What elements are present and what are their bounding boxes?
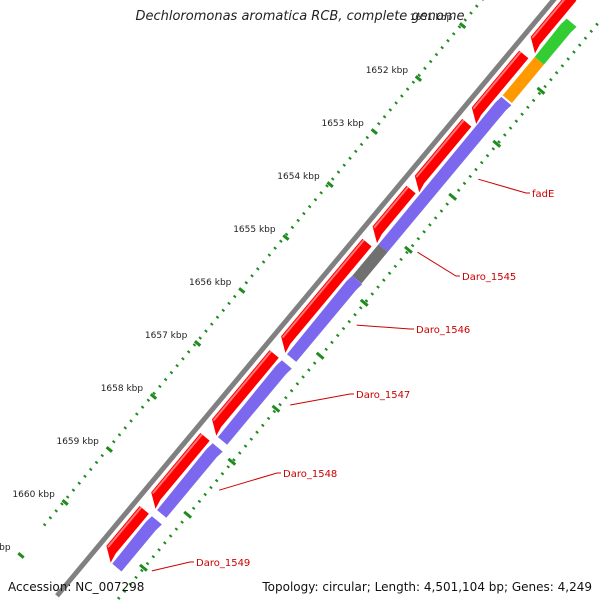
gene-label-leader [417,251,460,277]
tick-labels: 1651 kbp 1652 kbp 1653 kbp 1654 kbp 1655 kbp… [0,13,452,553]
accession-text: Accession: NC_007298 [8,580,145,594]
forward-gene-highlight [373,186,409,229]
major-tick [149,393,158,400]
green-feature [534,18,577,65]
inner-major-tick [315,351,325,360]
gene-label: Daro_1546 [416,325,470,336]
gene-label: Daro_1547 [356,390,410,401]
inner-ruler [115,18,600,600]
gene-label: fadE [532,189,554,200]
gene-label-leader [478,178,530,194]
inner-major-tick [404,245,413,254]
tick-label: 1652 kbp [366,66,409,76]
forward-gene-highlight [212,350,272,422]
forward-gene [530,0,577,54]
tick-label: 1654 kbp [277,172,320,182]
inner-major-tick [183,510,193,519]
forward-gene [471,50,529,124]
reverse-gene [157,443,223,518]
genome-backbone [55,0,557,598]
forward-gene-highlight [415,119,465,178]
tick-label: 1660 kbp [12,490,55,500]
gene-label-leader [151,561,194,572]
inner-major-tick [536,86,546,95]
forward-gene-highlight [107,506,142,548]
inner-major-tick [139,563,148,572]
reverse-gene [287,275,363,362]
gene-label-leader [356,324,414,330]
major-tick [414,75,423,82]
inner-major-tick [492,139,502,148]
major-tick [370,128,378,135]
major-tick [458,22,467,29]
forward-gene [212,350,279,436]
inner-major-tick [448,192,458,201]
gene-label: Daro_1548 [283,469,337,480]
gene-label: Daro_1549 [196,558,250,569]
reverse-gene [217,360,292,445]
gray-feature [352,244,388,284]
major-tick [61,499,69,506]
forward-gene [151,433,210,509]
orange-feature [502,57,544,103]
gene-label-leader [290,393,354,406]
forward-gene-highlight [531,0,566,39]
forward-gene-highlight [151,433,203,495]
tick-label: 1653 kbp [321,119,364,129]
reverse-gene [112,516,162,572]
forward-gene-highlight [281,239,365,339]
inner-major-tick [227,457,237,466]
reverse-gene [378,96,512,253]
tick-label: 1659 kbp [56,437,99,447]
major-tick [238,287,246,294]
forward-gene-highlight [472,51,522,110]
forward-gene [281,238,372,353]
major-tick [326,181,334,188]
forward-gene [372,185,416,244]
major-tick [105,446,113,453]
tick-label: 1655 kbp [233,225,276,235]
tick-label: 1651 kbp [410,13,453,23]
tick-label: 1661 kbp [0,543,11,553]
tick-label: 1658 kbp [101,384,144,394]
gene-label-leader [218,472,281,491]
map-title: Dechloromonas aromatica RCB, complete ge… [135,9,465,24]
tick-baseline [39,0,484,531]
tick-label: 1657 kbp [145,331,188,341]
major-tick [193,340,202,347]
forward-gene [414,118,472,193]
inner-major-tick [271,404,281,413]
tick-label: 1656 kbp [189,278,232,288]
gene-labels: fadE Daro_1545 Daro_1546 Daro_1547 Daro_1548… [151,178,554,572]
forward-gene [106,506,149,563]
topology-summary: Topology: circular; Length: 4,501,104 bp… [262,580,592,594]
major-tick [17,552,25,559]
inner-major-tick [359,298,369,307]
gene-label: Daro_1545 [462,272,516,283]
major-tick [282,234,290,241]
